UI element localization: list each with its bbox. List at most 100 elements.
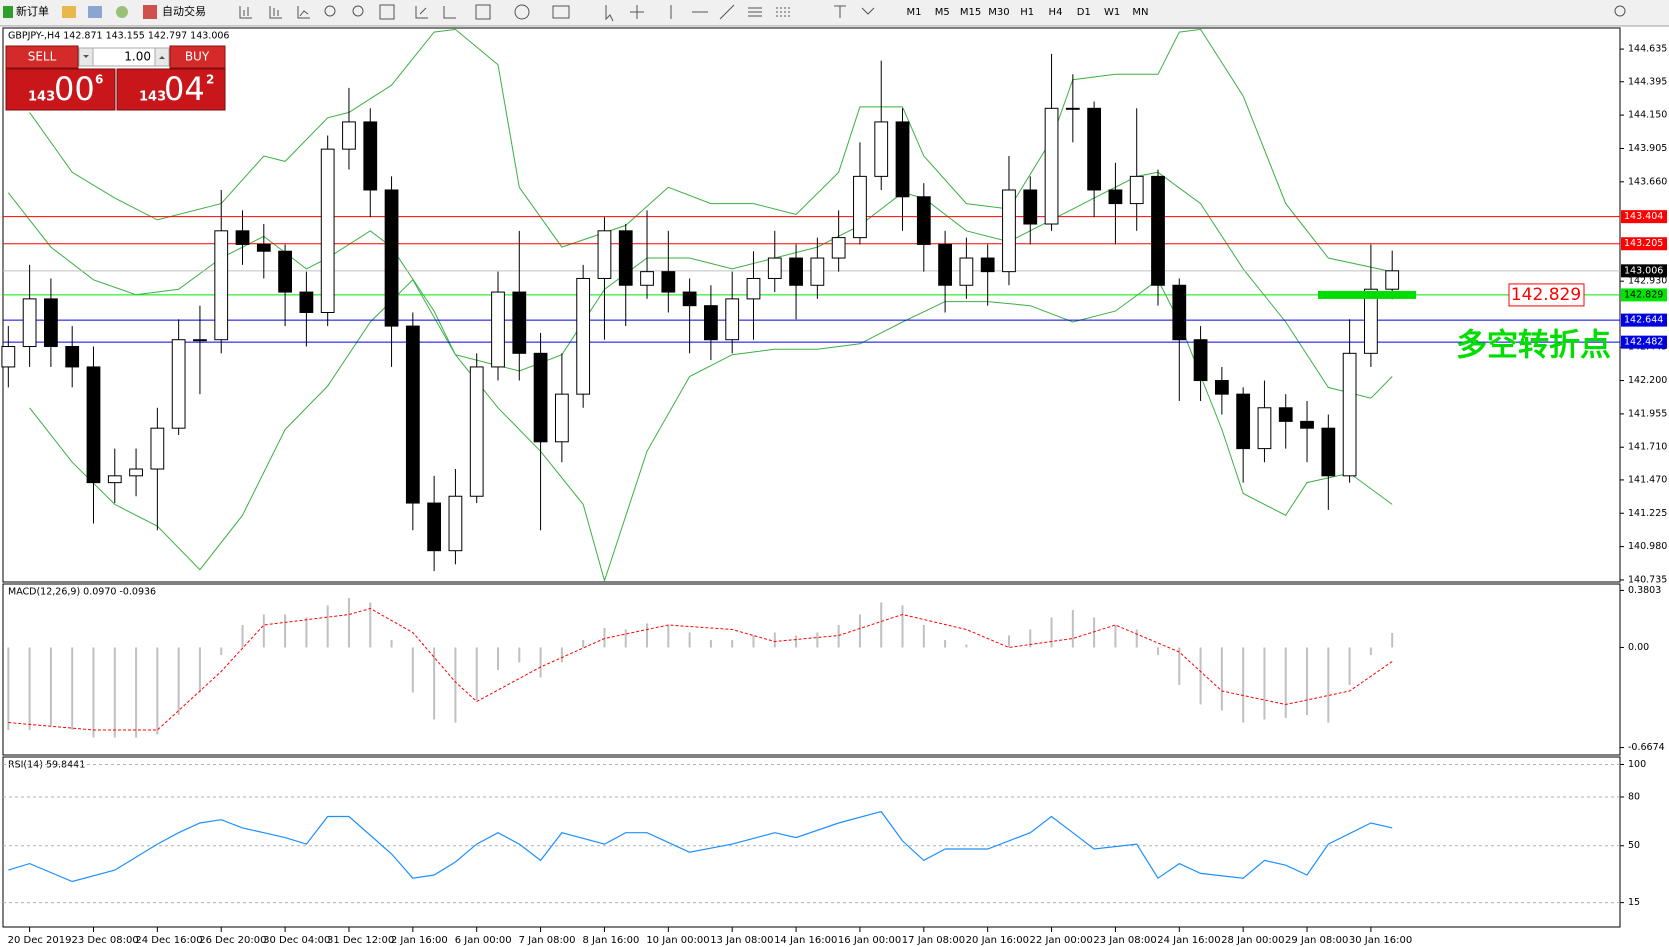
tool-icon[interactable]: [297, 6, 310, 19]
candle-body: [469, 366, 484, 497]
zoom-in[interactable]: [324, 5, 336, 17]
x-tick-label: 23 Jan 08:00: [1093, 935, 1156, 946]
timeframe[interactable]: H4: [1049, 7, 1063, 18]
arrow: [159, 56, 165, 59]
buy-label[interactable]: BUY: [185, 50, 210, 64]
annotation-price: 142.829: [1511, 285, 1581, 305]
timeframe[interactable]: M15: [960, 7, 981, 18]
buy-price-sup: 2: [206, 73, 214, 87]
text-tool[interactable]: [834, 5, 846, 18]
tool-icon[interactable]: [269, 6, 282, 19]
candle-body: [44, 298, 58, 348]
sell-price-box[interactable]: [5, 68, 116, 111]
timeframe[interactable]: M30: [988, 7, 1009, 18]
auto-trading-icon[interactable]: [143, 5, 157, 19]
x-tick-label: 30 Jan 16:00: [1349, 935, 1412, 946]
panel-title: RSI(14) 59.8441: [8, 760, 85, 771]
new-order[interactable]: 新订单: [16, 4, 49, 18]
sell-price-sup: 6: [95, 73, 103, 87]
candle-body: [938, 243, 952, 286]
search[interactable]: [1614, 5, 1626, 17]
y-tick-label: 144.635: [1628, 44, 1667, 55]
y-tick-label: 142.930: [1628, 276, 1667, 287]
arrows[interactable]: [861, 7, 875, 15]
tool-icon[interactable]: [88, 6, 102, 18]
sell-price-main: 00: [54, 70, 95, 108]
buy-price-box[interactable]: [116, 68, 226, 111]
candle-body: [1257, 407, 1272, 450]
candle-body: [1044, 107, 1059, 225]
tool-icon[interactable]: [443, 6, 456, 19]
price-tag: [1621, 288, 1667, 302]
candle-body: [1321, 427, 1336, 477]
timeframe[interactable]: D1: [1077, 7, 1091, 18]
candle-body: [512, 291, 527, 354]
timeframe[interactable]: W1: [1104, 7, 1120, 18]
periods[interactable]: [514, 4, 530, 20]
candle-body: [1065, 107, 1080, 110]
bollinger-band: [29, 28, 1393, 273]
candle-body: [576, 277, 591, 395]
y-tick-label: 143.905: [1628, 143, 1667, 154]
candle-body: [491, 291, 505, 368]
x-tick-label: 13 Jan 08:00: [710, 935, 773, 946]
timeframe[interactable]: M5: [935, 7, 950, 18]
y-tick-label: 141.955: [1628, 408, 1667, 419]
candle-body: [342, 121, 356, 150]
tool-icon[interactable]: [415, 6, 428, 19]
candle-body: [363, 121, 378, 191]
candle-body: [874, 121, 889, 177]
timeframe[interactable]: H1: [1020, 7, 1034, 18]
y-tick-label: 144.150: [1628, 110, 1667, 121]
cursor[interactable]: [605, 5, 614, 22]
tool-icon[interactable]: [239, 6, 252, 19]
buy-button[interactable]: [169, 45, 226, 69]
panel-frame: [2, 583, 1621, 756]
templates[interactable]: [552, 5, 570, 19]
sell-button[interactable]: [5, 45, 79, 69]
candle-body: [22, 298, 37, 348]
candle-body: [214, 230, 229, 341]
candle-body: [916, 196, 931, 245]
turning-point-bar: [1318, 290, 1416, 299]
candle-body: [1087, 107, 1102, 191]
buy-price-big: 143: [139, 90, 166, 105]
trendline[interactable]: [719, 4, 735, 20]
price-tag: [1621, 264, 1667, 278]
candle-body: [1193, 339, 1208, 382]
panel-frame: [2, 27, 1621, 583]
x-tick-label: 2 Jan 16:00: [391, 935, 448, 946]
candle-body: [129, 468, 143, 477]
x-tick-label: 7 Jan 08:00: [519, 935, 576, 946]
x-tick-label: 14 Jan 16:00: [774, 935, 837, 946]
candle-body: [278, 250, 292, 293]
candle-body: [725, 298, 740, 341]
timeframe[interactable]: M1: [907, 7, 922, 18]
price-tag-label: 142.482: [1624, 337, 1663, 348]
y-tick-label: 0.3803: [1628, 585, 1661, 596]
channels[interactable]: [748, 7, 762, 17]
y-tick-label: -0.6674: [1628, 742, 1665, 753]
candle-body: [427, 502, 442, 552]
candle-body: [853, 175, 867, 239]
tool-icon[interactable]: [116, 6, 128, 18]
auto-trading[interactable]: 自动交易: [162, 4, 206, 18]
lot-value[interactable]: 1.00: [124, 50, 151, 64]
timeframe[interactable]: MN: [1132, 7, 1148, 18]
price-tag-label: 143.205: [1624, 238, 1663, 249]
sell-price-big: 143: [28, 90, 55, 105]
candle-body: [256, 243, 271, 252]
tool-icon[interactable]: [379, 4, 395, 20]
tool-icon[interactable]: [62, 6, 76, 18]
x-tick-label: 22 Jan 00:00: [1030, 935, 1093, 946]
sell-label[interactable]: SELL: [28, 50, 57, 64]
crosshair[interactable]: [630, 5, 644, 19]
price-tag-label: 143.404: [1624, 211, 1663, 222]
indicators[interactable]: [475, 4, 491, 20]
candle-body: [640, 271, 654, 286]
timeframes: M1 M5 M15 M30 H1 H4 D1 W1 MN: [907, 7, 1149, 18]
zoom-out[interactable]: [352, 5, 364, 17]
price-tag: [1621, 237, 1667, 251]
new-order-icon[interactable]: [3, 6, 13, 18]
